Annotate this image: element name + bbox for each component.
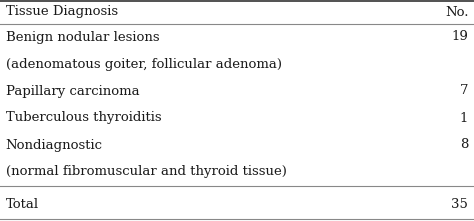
Text: No.: No. (445, 6, 468, 19)
Text: 7: 7 (460, 84, 468, 97)
Text: (adenomatous goiter, follicular adenoma): (adenomatous goiter, follicular adenoma) (6, 57, 282, 70)
Text: 35: 35 (451, 198, 468, 210)
Text: 1: 1 (460, 112, 468, 124)
Text: 8: 8 (460, 139, 468, 152)
Text: Benign nodular lesions: Benign nodular lesions (6, 30, 159, 44)
Text: Total: Total (6, 198, 39, 210)
Text: Nondiagnostic: Nondiagnostic (6, 139, 103, 152)
Text: Tuberculous thyroiditis: Tuberculous thyroiditis (6, 112, 161, 124)
Text: Papillary carcinoma: Papillary carcinoma (6, 84, 139, 97)
Text: (normal fibromuscular and thyroid tissue): (normal fibromuscular and thyroid tissue… (6, 166, 287, 179)
Text: Tissue Diagnosis: Tissue Diagnosis (6, 6, 118, 19)
Text: 19: 19 (451, 30, 468, 44)
